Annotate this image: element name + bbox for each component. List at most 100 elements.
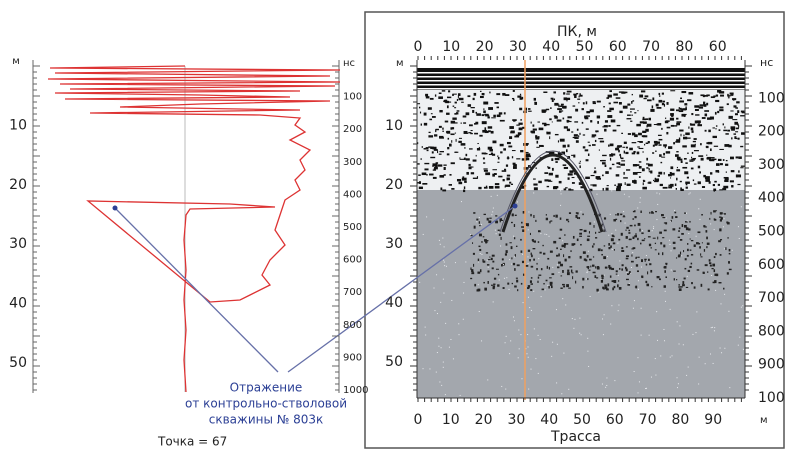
speckle: [620, 157, 624, 160]
speckle: [603, 125, 608, 128]
speckle: [496, 194, 498, 196]
speckle: [700, 253, 702, 256]
speckle: [590, 265, 592, 268]
speckle: [594, 167, 596, 169]
speckle: [563, 188, 567, 191]
speckle: [481, 121, 487, 125]
speckle: [595, 266, 597, 269]
speckle: [706, 154, 708, 156]
speckle: [737, 183, 741, 186]
speckle: [666, 120, 670, 122]
speckle: [617, 213, 620, 216]
speckle: [635, 285, 638, 289]
speckle: [521, 226, 524, 228]
speckle: [603, 245, 606, 247]
speckle: [516, 201, 518, 203]
speckle: [665, 222, 668, 225]
speckle: [606, 288, 609, 291]
speckle: [562, 117, 565, 120]
speckle: [442, 130, 444, 132]
speckle: [593, 170, 597, 173]
speckle: [529, 259, 531, 262]
speckle: [686, 137, 691, 139]
speckle: [708, 181, 711, 184]
speckle: [712, 135, 717, 139]
speckle: [635, 233, 637, 236]
speckle: [678, 284, 680, 286]
speckle: [567, 177, 570, 180]
speckle: [706, 236, 708, 240]
speckle: [486, 217, 489, 221]
speckle: [615, 273, 618, 275]
speckle: [511, 282, 514, 285]
speckle: [481, 152, 487, 155]
speckle: [502, 263, 504, 265]
speckle: [477, 261, 479, 263]
speckle: [442, 189, 447, 192]
speckle: [448, 90, 451, 93]
speckle: [474, 123, 477, 125]
speckle: [686, 220, 688, 222]
speckle: [698, 123, 700, 126]
speckle: [617, 284, 619, 288]
speckle: [593, 225, 595, 228]
speckle: [417, 163, 420, 165]
speckle: [430, 156, 436, 159]
speckle: [678, 230, 680, 232]
speckle: [442, 278, 444, 280]
speckle: [601, 223, 603, 226]
speckle: [689, 159, 694, 161]
speckle: [580, 243, 582, 246]
speckle: [543, 91, 548, 93]
speckle: [570, 269, 573, 273]
speckle: [433, 148, 438, 151]
speckle: [476, 176, 479, 179]
speckle: [660, 161, 663, 164]
speckle: [514, 268, 516, 271]
speckle: [441, 151, 444, 153]
speckle: [710, 172, 713, 175]
speckle: [545, 214, 547, 216]
speckle: [548, 285, 550, 289]
speckle: [461, 101, 464, 103]
speckle: [481, 241, 483, 243]
speckle: [630, 266, 632, 268]
speckle: [741, 132, 745, 135]
speckle: [612, 153, 616, 156]
speckle: [611, 190, 613, 192]
speckle: [470, 130, 473, 132]
speckle: [478, 186, 482, 190]
bottom-axis-title: Трасса: [550, 429, 601, 445]
speckle: [477, 142, 479, 145]
speckle: [577, 98, 581, 100]
speckle: [740, 145, 744, 148]
speckle: [654, 358, 656, 360]
speckle: [679, 100, 685, 103]
speckle: [575, 270, 578, 273]
speckle: [709, 262, 712, 265]
speckle: [596, 100, 601, 103]
speckle: [441, 384, 443, 386]
speckle: [482, 129, 487, 133]
speckle: [632, 172, 638, 175]
speckle: [623, 171, 625, 175]
speckle: [679, 286, 683, 288]
speckle: [522, 126, 526, 129]
speckle: [697, 231, 701, 234]
speckle: [423, 148, 427, 150]
speckle: [604, 284, 607, 287]
speckle: [502, 92, 506, 96]
speckle: [506, 177, 509, 181]
speckle: [666, 126, 671, 129]
right-time-tick-label: 800: [758, 323, 785, 339]
speckle: [644, 95, 649, 98]
speckle: [652, 152, 655, 154]
speckle: [457, 93, 461, 96]
speckle: [472, 177, 478, 179]
speckle: [707, 179, 710, 181]
speckle: [446, 96, 452, 99]
speckle: [720, 217, 723, 220]
speckle: [479, 95, 484, 99]
speckle: [491, 254, 495, 257]
